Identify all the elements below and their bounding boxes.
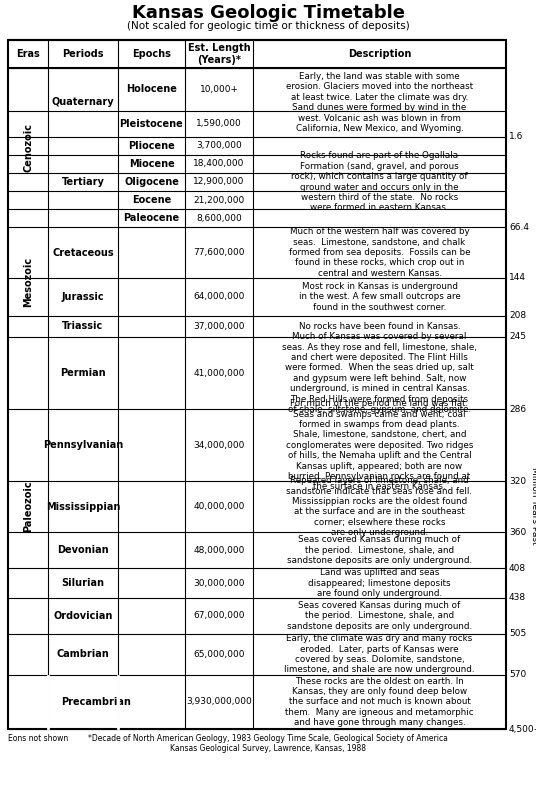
Text: 570: 570 bbox=[509, 670, 526, 679]
Text: Oligocene: Oligocene bbox=[124, 177, 179, 187]
Text: For much of the period the land was flat.
Seas and swamps came and went; coal
fo: For much of the period the land was flat… bbox=[286, 399, 473, 491]
Text: Miocene: Miocene bbox=[129, 159, 174, 169]
Text: 1,590,000: 1,590,000 bbox=[196, 119, 242, 128]
Text: Cenozoic: Cenozoic bbox=[23, 123, 33, 172]
Text: Cretaceous: Cretaceous bbox=[52, 248, 114, 258]
Text: Holocene: Holocene bbox=[126, 84, 177, 94]
Text: Precambrian: Precambrian bbox=[62, 697, 131, 707]
Text: 408: 408 bbox=[509, 564, 526, 573]
Text: Description: Description bbox=[348, 49, 411, 59]
Text: Paleocene: Paleocene bbox=[123, 213, 180, 223]
Text: (Not scaled for geologic time or thickness of deposits): (Not scaled for geologic time or thickne… bbox=[126, 21, 410, 31]
Text: Million Years Past: Million Years Past bbox=[530, 467, 536, 545]
Text: 30,000,000: 30,000,000 bbox=[193, 578, 245, 587]
Text: Early, the land was stable with some
erosion. Glaciers moved into the northeast
: Early, the land was stable with some ero… bbox=[286, 72, 473, 133]
Text: 64,000,000: 64,000,000 bbox=[193, 292, 245, 301]
Text: Pleistocene: Pleistocene bbox=[120, 119, 183, 129]
Text: 37,000,000: 37,000,000 bbox=[193, 321, 245, 331]
Text: 34,000,000: 34,000,000 bbox=[193, 441, 245, 450]
Text: These rocks are the oldest on earth. In
Kansas, they are only found deep below
t: These rocks are the oldest on earth. In … bbox=[285, 677, 474, 727]
Text: 21,200,000: 21,200,000 bbox=[193, 196, 244, 204]
Text: Triassic: Triassic bbox=[62, 321, 103, 332]
Text: 505: 505 bbox=[509, 630, 526, 638]
Text: Cambrian: Cambrian bbox=[57, 649, 109, 659]
Text: 48,000,000: 48,000,000 bbox=[193, 545, 245, 555]
Text: Epochs: Epochs bbox=[132, 49, 171, 59]
Text: Kansas Geologic Timetable: Kansas Geologic Timetable bbox=[131, 4, 405, 22]
Text: 65,000,000: 65,000,000 bbox=[193, 650, 245, 659]
Text: Ordovician: Ordovician bbox=[53, 611, 113, 621]
Text: Much of Kansas was covered by several
seas. As they rose and fell, limestone, sh: Much of Kansas was covered by several se… bbox=[282, 332, 477, 414]
Text: 10,000+: 10,000+ bbox=[199, 85, 239, 94]
Text: 438: 438 bbox=[509, 593, 526, 602]
Text: 286: 286 bbox=[509, 405, 526, 413]
Text: Land was uplifted and seas
disappeared; limestone deposits
are found only underg: Land was uplifted and seas disappeared; … bbox=[308, 568, 451, 598]
Text: 40,000,000: 40,000,000 bbox=[193, 502, 245, 511]
Text: No rocks have been found in Kansas.: No rocks have been found in Kansas. bbox=[299, 321, 460, 331]
Text: Periods: Periods bbox=[62, 49, 104, 59]
Text: Seas covered Kansas during much of
the period.  Limestone, shale, and
sandstone : Seas covered Kansas during much of the p… bbox=[287, 601, 472, 630]
Text: Eons not shown: Eons not shown bbox=[8, 734, 68, 743]
Text: 208: 208 bbox=[509, 311, 526, 320]
Text: 77,600,000: 77,600,000 bbox=[193, 248, 245, 257]
Text: 12,900,000: 12,900,000 bbox=[193, 178, 245, 186]
Text: 66.4: 66.4 bbox=[509, 222, 529, 232]
Text: Seas covered Kansas during much of
the period.  Limestone, shale, and
sandstone : Seas covered Kansas during much of the p… bbox=[287, 535, 472, 565]
Text: Quaternary: Quaternary bbox=[51, 97, 114, 108]
Text: Mesozoic: Mesozoic bbox=[23, 257, 33, 307]
Text: Early, the climate was dry and many rocks
eroded.  Later, parts of Kansas were
c: Early, the climate was dry and many rock… bbox=[284, 634, 475, 674]
Text: Mississippian: Mississippian bbox=[46, 501, 120, 512]
Text: *Decade of North American Geology, 1983 Geology Time Scale, Geological Society o: *Decade of North American Geology, 1983 … bbox=[88, 734, 448, 754]
Text: 360: 360 bbox=[509, 527, 526, 537]
Text: Permian: Permian bbox=[60, 368, 106, 378]
Text: Eocene: Eocene bbox=[132, 195, 171, 205]
Text: 18,400,000: 18,400,000 bbox=[193, 160, 245, 168]
Text: Paleozoic: Paleozoic bbox=[23, 480, 33, 532]
Text: 41,000,000: 41,000,000 bbox=[193, 369, 245, 377]
Text: 245: 245 bbox=[509, 332, 526, 341]
Text: 320: 320 bbox=[509, 477, 526, 486]
Text: 3,700,000: 3,700,000 bbox=[196, 141, 242, 150]
Text: Silurian: Silurian bbox=[62, 578, 105, 588]
Bar bbox=[8, 40, 506, 729]
Text: Pliocene: Pliocene bbox=[128, 141, 175, 151]
Text: 144: 144 bbox=[509, 274, 526, 282]
Text: Most rock in Kansas is underground
in the west. A few small outcrops are
found i: Most rock in Kansas is underground in th… bbox=[299, 282, 460, 312]
Text: 8,600,000: 8,600,000 bbox=[196, 214, 242, 222]
Text: 4,500+: 4,500+ bbox=[509, 725, 536, 733]
Text: 3,930,000,000: 3,930,000,000 bbox=[186, 697, 252, 707]
Text: 67,000,000: 67,000,000 bbox=[193, 612, 245, 620]
Text: Repeated layers of limestone, shale, and
sandstone indicate that seas rose and f: Repeated layers of limestone, shale, and… bbox=[287, 476, 473, 538]
Text: Jurassic: Jurassic bbox=[62, 292, 105, 302]
Text: Much of the western half was covered by
seas.  Limestone, sandstone, and chalk
f: Much of the western half was covered by … bbox=[289, 227, 470, 277]
Text: Tertiary: Tertiary bbox=[62, 177, 105, 187]
Text: Rocks found are part of the Ogallala
Formation (sand, gravel, and porous
rock), : Rocks found are part of the Ogallala For… bbox=[291, 152, 468, 212]
Text: Devonian: Devonian bbox=[57, 545, 109, 555]
Text: 1.6: 1.6 bbox=[509, 132, 523, 141]
Text: Est. Length
(Years)*: Est. Length (Years)* bbox=[188, 43, 250, 64]
Text: Eras: Eras bbox=[16, 49, 40, 59]
Text: Pennsylvanian: Pennsylvanian bbox=[43, 440, 123, 450]
